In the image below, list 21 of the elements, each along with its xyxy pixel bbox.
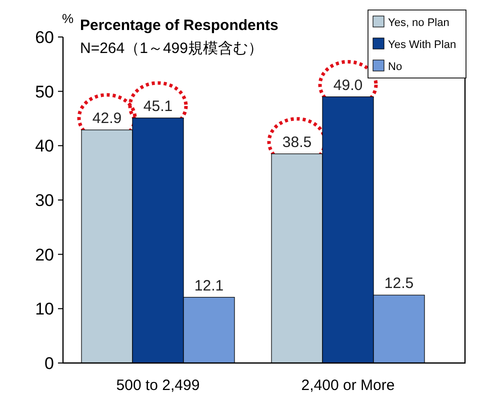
chart-title: Percentage of Respondents xyxy=(80,17,278,34)
x-tick-label: 500 to 2,499 xyxy=(116,377,200,394)
y-tick-label: 10 xyxy=(35,300,54,319)
y-tick-label: 60 xyxy=(35,28,54,47)
legend-label: No xyxy=(388,61,402,73)
data-label: 12.1 xyxy=(194,277,224,294)
y-axis-title: % xyxy=(62,11,74,26)
y-tick-label: 0 xyxy=(44,354,54,373)
y-tick-label: 30 xyxy=(35,191,54,210)
y-tick-label: 50 xyxy=(35,82,54,102)
y-tick-label: 20 xyxy=(35,245,54,264)
x-tick-label: 2,400 or More xyxy=(301,377,395,394)
legend-label: Yes With Plan xyxy=(388,39,456,51)
data-label: 38.5 xyxy=(282,134,312,151)
y-tick-label: 40 xyxy=(35,136,54,156)
chart-subtitle: N=264（1～499規模含む） xyxy=(80,40,263,57)
legend-label: Yes, no Plan xyxy=(388,17,450,29)
data-label: 42.9 xyxy=(92,110,122,127)
data-label: 49.0 xyxy=(333,76,363,94)
data-label: 45.1 xyxy=(143,98,173,115)
data-label: 12.5 xyxy=(384,275,414,292)
